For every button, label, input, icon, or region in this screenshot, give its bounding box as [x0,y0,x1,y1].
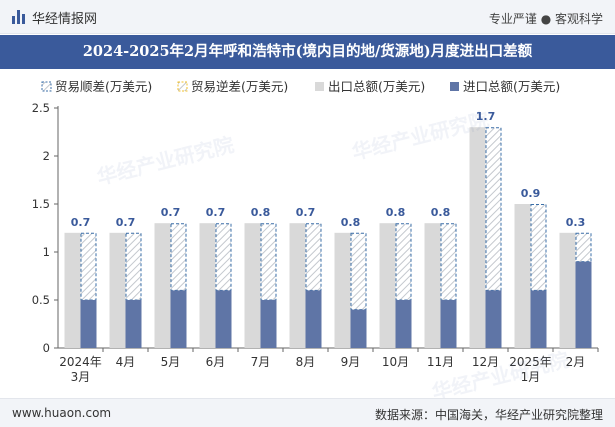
export-bar [289,223,306,348]
brand-name: 华经情报网 [32,11,98,27]
chart-title: 2024-2025年2月年呼和浩特市(境内目的地/货源地)月度进出口差额 [82,43,533,60]
x-tick-label: 2025年 [509,355,552,369]
export-bar [559,232,576,348]
import-bar [395,300,412,348]
import-bar [440,300,457,348]
x-tick-label: 11月 [427,355,454,369]
surplus-value-label: 0.7 [71,216,91,229]
surplus-value-label: 0.8 [386,206,406,219]
brand[interactable]: 华经情报网 [12,9,98,27]
import-bar [575,261,592,348]
legend-item-1: 贸易顺差(万美元) [41,79,152,94]
surplus-value-label: 0.8 [431,206,451,219]
surplus-value-label: 0.3 [566,216,586,229]
x-tick-label: 9月 [341,355,361,369]
import-bar [350,309,367,348]
site-url[interactable]: www.huaon.com [12,406,112,420]
import-bar [215,290,232,348]
x-tick-label: 6月 [206,355,226,369]
surplus-value-label: 0.7 [116,216,136,229]
legend-label: 贸易逆差(万美元) [191,79,288,94]
surplus-bar [215,223,232,291]
y-tick-label: 1 [43,245,50,259]
legend-swatch-surplus [41,81,52,92]
legend-item-4: 进口总额(万美元) [450,79,560,94]
legend-item-3: 出口总额(万美元) [315,79,425,94]
x-tick-label: 7月 [251,355,271,369]
export-bar [379,223,396,348]
x-tick-label: 4月 [116,355,136,369]
surplus-bar [125,232,142,301]
surplus-value-label: 0.8 [251,206,271,219]
import-bar [305,290,322,348]
export-bar [244,223,261,348]
import-bar [530,290,547,348]
surplus-bar [305,223,322,291]
surplus-value-label: 0.8 [341,216,361,229]
x-tick-label: 3月 [71,370,91,384]
surplus-bar [485,127,502,291]
legend-label: 进口总额(万美元) [463,79,560,94]
x-tick-label: 10月 [382,355,409,369]
legend-item-2: 贸易逆差(万美元) [177,79,288,94]
legend-label: 贸易顺差(万美元) [55,79,152,94]
surplus-value-label: 0.7 [296,206,316,219]
surplus-bar [530,204,547,291]
legend-swatch-export [315,82,324,91]
surplus-bar [80,232,97,301]
x-tick-label: 2月 [566,355,586,369]
tagline: 专业严谨 ● 客观科学 [488,12,603,26]
import-bar [125,300,142,348]
import-bar [260,300,277,348]
chart: 贸易顺差(万美元) 贸易逆差(万美元) 出口总额(万美元) 进口总额(万美元) 0 0.5… [32,79,599,384]
y-tick-label: 0.5 [32,293,50,307]
y-tick-label: 2 [43,149,50,163]
x-tick-label: 8月 [296,355,316,369]
data-source: 数据来源：中国海关，华经产业研究院整理 [374,408,603,422]
surplus-bar [395,223,412,301]
x-tick-label: 1月 [521,370,541,384]
import-bar [485,290,502,348]
surplus-value-label: 1.7 [476,110,496,123]
surplus-bar [440,223,457,301]
surplus-bar [170,223,187,291]
export-bar [199,223,216,348]
title-bar: 2024-2025年2月年呼和浩特市(境内目的地/货源地)月度进出口差额 [0,35,615,69]
y-tick-label: 1.5 [32,197,50,211]
surplus-value-label: 0.7 [206,206,226,219]
top-bar: 华经情报网 专业严谨 ● 客观科学 [0,0,615,34]
export-bar [469,127,486,348]
legend-swatch-deficit [177,81,188,92]
x-tick-label: 5月 [161,355,181,369]
footer-bar: www.huaon.com 数据来源：中国海关，华经产业研究院整理 [0,398,615,427]
export-bar [514,204,531,348]
y-tick-label: 2.5 [32,101,50,115]
x-tick-label: 2024年 [59,355,102,369]
bar-chart-logo-icon [12,10,26,24]
surplus-value-label: 0.9 [521,187,541,200]
surplus-bar [260,223,277,301]
legend-swatch-import [450,82,459,91]
export-bar [334,232,351,348]
export-bar [64,232,81,348]
surplus-value-label: 0.7 [161,206,181,219]
legend-label: 出口总额(万美元) [328,79,425,94]
x-tick-label: 12月 [472,355,499,369]
export-bar [154,223,171,348]
export-bar [424,223,441,348]
import-bar [80,300,97,348]
export-bar [109,232,126,348]
surplus-bar [575,232,592,263]
import-bar [170,290,187,348]
y-tick-label: 0 [43,341,50,355]
surplus-bar [350,232,367,311]
